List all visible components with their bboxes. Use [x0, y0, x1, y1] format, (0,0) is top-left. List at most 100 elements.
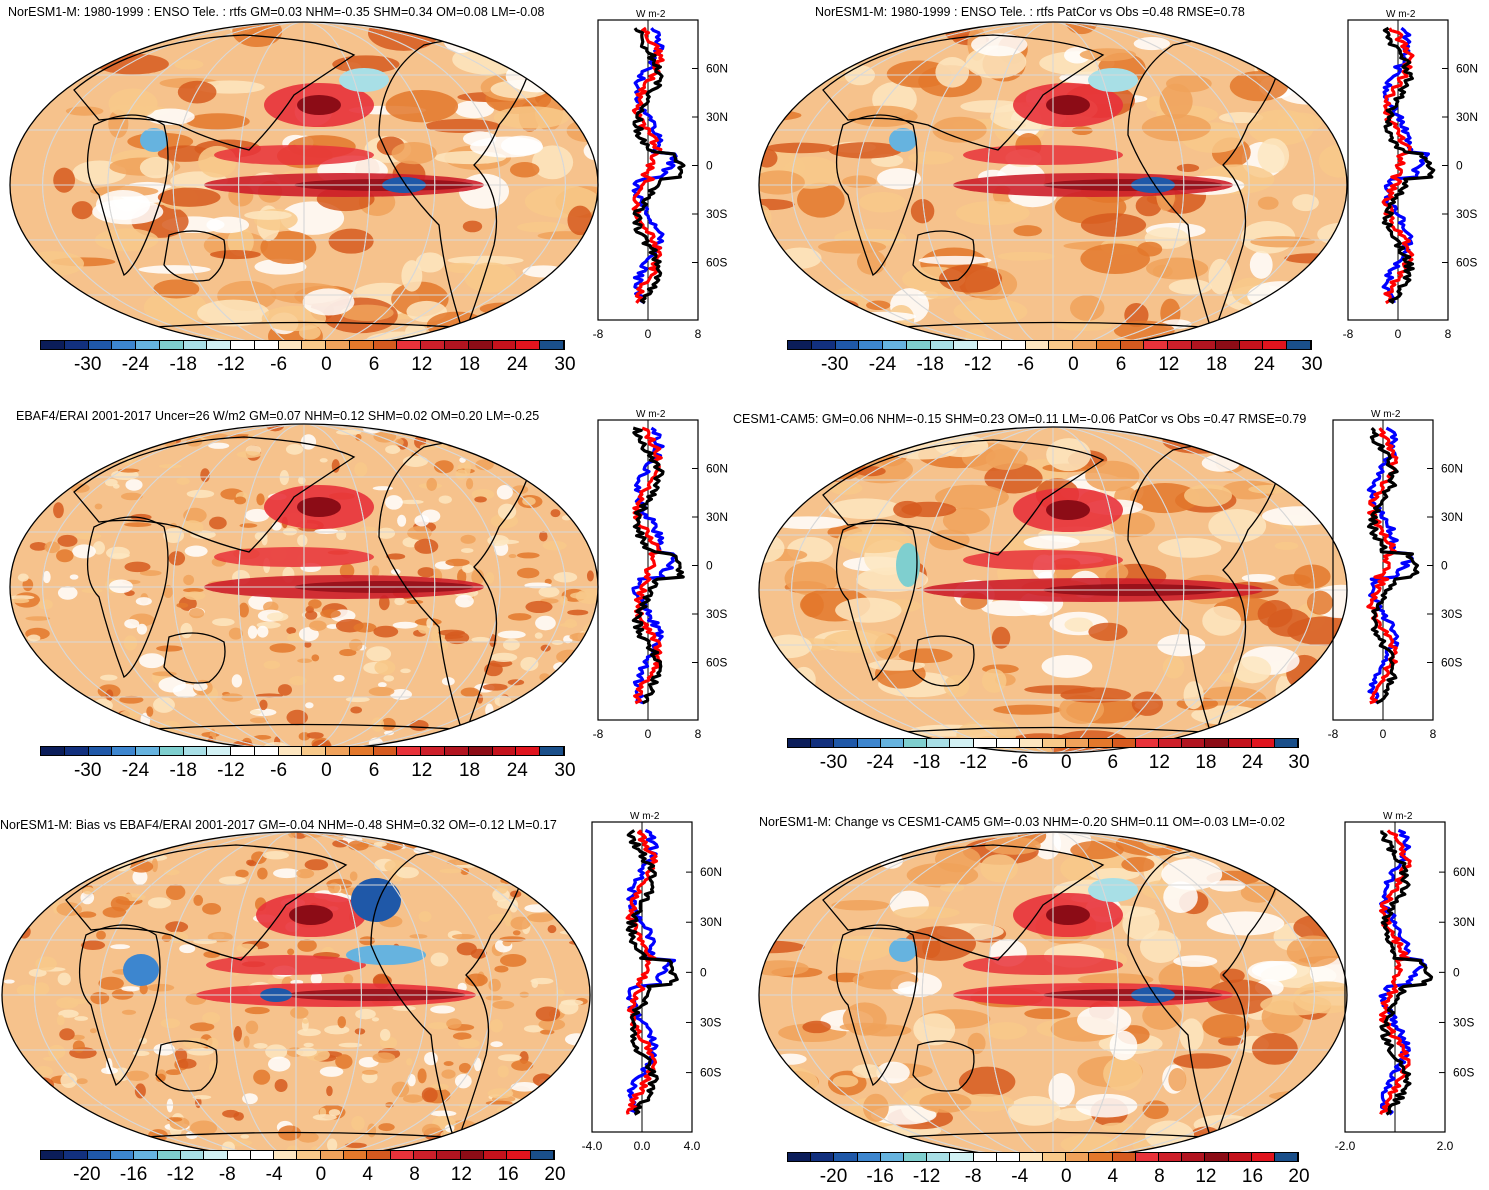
colorbar-tick-label: -8: [965, 1166, 982, 1188]
zonal-lat-label: 30S: [1441, 607, 1462, 621]
colorbar-tick-label: 18: [459, 760, 480, 782]
world-map: [8, 422, 600, 752]
colorbar-tick-label: 12: [1149, 752, 1170, 774]
colorbar-tick-label: -4: [266, 1164, 283, 1186]
colorbar-tick-label: 18: [1195, 752, 1216, 774]
zonal-x-label: -2.0: [1335, 1139, 1356, 1153]
zonal-series-line: [634, 28, 684, 303]
panel-title: NorESM1-M: 1980-1999 : ENSO Tele. : rtfs…: [8, 5, 544, 19]
colorbar: [787, 340, 1312, 350]
colorbar-tick-label: -6: [1017, 354, 1034, 376]
colorbar-tick-label: 16: [1242, 1166, 1263, 1188]
colorbar-tick-label: -6: [270, 760, 287, 782]
panel-6: NorESM1-M: Change vs CESM1-CAM5 GM=-0.03…: [745, 800, 1489, 1187]
colorbar-tick-label: -30: [74, 354, 101, 376]
zonal-x-label: 0: [645, 327, 652, 341]
colorbar-tick-label: -12: [217, 354, 244, 376]
world-map: [757, 20, 1349, 350]
colorbar-tick-label: 0: [321, 760, 332, 782]
zonal-series-line: [627, 830, 677, 1114]
colorbar-tick-label: 30: [554, 760, 575, 782]
colorbar-tick-label: 16: [498, 1164, 519, 1186]
colorbar-tick-label: -30: [820, 752, 847, 774]
zonal-lat-label: 30S: [1453, 1015, 1474, 1029]
colorbar-tick-label: 20: [1288, 1166, 1309, 1188]
colorbar-tick-label: -12: [167, 1164, 194, 1186]
zonal-unit-label: W m-2: [1371, 409, 1401, 420]
zonal-lat-label: 30S: [700, 1015, 721, 1029]
panel-4: CESM1-CAM5: GM=0.06 NHM=-0.15 SHM=0.23 O…: [745, 400, 1489, 790]
zonal-x-label: -4.0: [582, 1139, 603, 1153]
colorbar-tick-label: 18: [459, 354, 480, 376]
zonal-lat-label: 60S: [700, 1066, 721, 1080]
panel-title: NorESM1-M: Change vs CESM1-CAM5 GM=-0.03…: [759, 815, 1285, 829]
colorbar-tick-label: 6: [369, 760, 380, 782]
world-map: [757, 830, 1349, 1160]
colorbar-tick-label: -18: [913, 752, 940, 774]
world-map: [757, 425, 1349, 755]
colorbar-tick-label: 18: [1206, 354, 1227, 376]
colorbar-tick-label: -16: [866, 1166, 893, 1188]
zonal-lat-label: 60S: [1456, 256, 1477, 270]
colorbar-tick-label: 24: [507, 354, 528, 376]
colorbar-tick-label: -24: [122, 760, 149, 782]
zonal-x-label: 8: [1445, 327, 1452, 341]
colorbar: [40, 1150, 555, 1160]
zonal-series-line: [1383, 28, 1433, 303]
colorbar-tick-label: 24: [507, 760, 528, 782]
zonal-lat-label: 0: [706, 159, 713, 173]
zonal-lat-label: 30N: [700, 915, 722, 929]
colorbar: [40, 340, 565, 350]
colorbar-tick-label: 0: [1061, 1166, 1072, 1188]
colorbar-tick-label: -20: [73, 1164, 100, 1186]
zonal-unit-label: W m-2: [1386, 9, 1416, 20]
zonal-lat-label: 30N: [706, 110, 728, 124]
colorbar-tick-label: 24: [1254, 354, 1275, 376]
colorbar-tick-label: -24: [866, 752, 893, 774]
zonal-x-label: 0: [645, 727, 652, 741]
colorbar-tick-label: -12: [913, 1166, 940, 1188]
zonal-lat-label: 30N: [1453, 915, 1475, 929]
zonal-lat-label: 0: [1441, 559, 1448, 573]
zonal-x-label: 8: [695, 327, 702, 341]
zonal-x-label: 8: [1430, 727, 1437, 741]
colorbar-tick-label: 6: [1108, 752, 1119, 774]
zonal-lat-label: 0: [700, 965, 707, 979]
colorbar-tick-label: 30: [1301, 354, 1322, 376]
panel-1: NorESM1-M: 1980-1999 : ENSO Tele. : rtfs…: [0, 0, 745, 390]
colorbar-tick-label: 12: [1195, 1166, 1216, 1188]
colorbar-tick-label: 12: [1158, 354, 1179, 376]
zonal-x-label: 0: [1395, 327, 1402, 341]
colorbar: [787, 1152, 1299, 1162]
colorbar-tick-label: -16: [120, 1164, 147, 1186]
colorbar: [40, 746, 565, 756]
zonal-x-label: 0.0: [634, 1139, 651, 1153]
zonal-x-label: 2.0: [1437, 1139, 1454, 1153]
zonal-lat-label: 30N: [1441, 510, 1463, 524]
panel-title: NorESM1-M: 1980-1999 : ENSO Tele. : rtfs…: [815, 5, 1245, 19]
zonal-lat-label: 60N: [1456, 62, 1478, 76]
panel-2: NorESM1-M: 1980-1999 : ENSO Tele. : rtfs…: [745, 0, 1489, 390]
world-map: [8, 20, 600, 350]
colorbar-tick-label: -6: [1011, 752, 1028, 774]
zonal-unit-label: W m-2: [1383, 811, 1413, 822]
panel-title: CESM1-CAM5: GM=0.06 NHM=-0.15 SHM=0.23 O…: [733, 412, 1306, 426]
colorbar-tick-label: -30: [74, 760, 101, 782]
zonal-lat-label: 60S: [1441, 656, 1462, 670]
world-map: [0, 830, 592, 1160]
colorbar-tick-label: -30: [821, 354, 848, 376]
zonal-lat-label: 60N: [700, 865, 722, 879]
zonal-x-label: 8: [695, 727, 702, 741]
colorbar-tick-label: 12: [411, 760, 432, 782]
panel-title: EBAF4/ERAI 2001-2017 Uncer=26 W/m2 GM=0.…: [16, 409, 539, 423]
colorbar-tick-label: 20: [544, 1164, 565, 1186]
colorbar-tick-label: -4: [1011, 1166, 1028, 1188]
colorbar-tick-label: -12: [964, 354, 991, 376]
colorbar-tick-label: 0: [1061, 752, 1072, 774]
colorbar-tick-label: 30: [1288, 752, 1309, 774]
zonal-x-label: -8: [593, 327, 604, 341]
zonal-unit-label: W m-2: [636, 9, 666, 20]
